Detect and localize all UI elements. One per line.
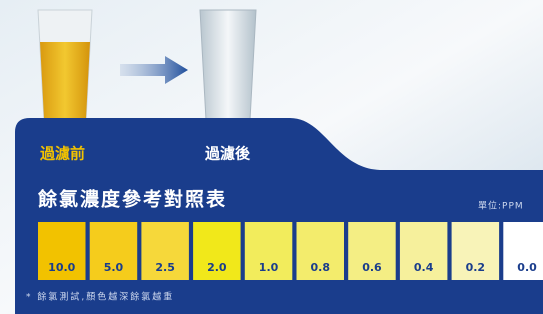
swatch-label: 0.2	[466, 261, 486, 274]
swatch-label: 2.5	[155, 261, 175, 274]
scale: 10.0 5.0 2.5 2.0 1.0 0.8 0.6 0.4 0.2 0.0	[38, 222, 543, 280]
swatch-label: 5.0	[104, 261, 124, 274]
unit: 單位:PPM	[478, 200, 524, 212]
swatch-label: 2.0	[207, 261, 227, 274]
swatch-label: 0.4	[414, 261, 434, 274]
label-before: 過濾前	[39, 145, 85, 163]
swatch-label: 1.0	[259, 261, 279, 274]
swatch-label: 0.8	[311, 261, 331, 274]
title: 餘氯濃度參考對照表	[38, 188, 227, 211]
swatch-label: 0.0	[517, 261, 537, 274]
note: * 餘氯測試,顏色越深餘氯越重	[26, 291, 174, 303]
swatch-label: 0.6	[362, 261, 382, 274]
swatch-label: 10.0	[48, 261, 75, 274]
infographic: 過濾前 過濾後 餘氯濃度參考對照表 單位:PPM 10.0 5.0 2.5 2.0 1.…	[0, 0, 543, 314]
glass-after	[200, 10, 256, 120]
label-after: 過濾後	[204, 145, 251, 163]
juice	[40, 42, 90, 118]
